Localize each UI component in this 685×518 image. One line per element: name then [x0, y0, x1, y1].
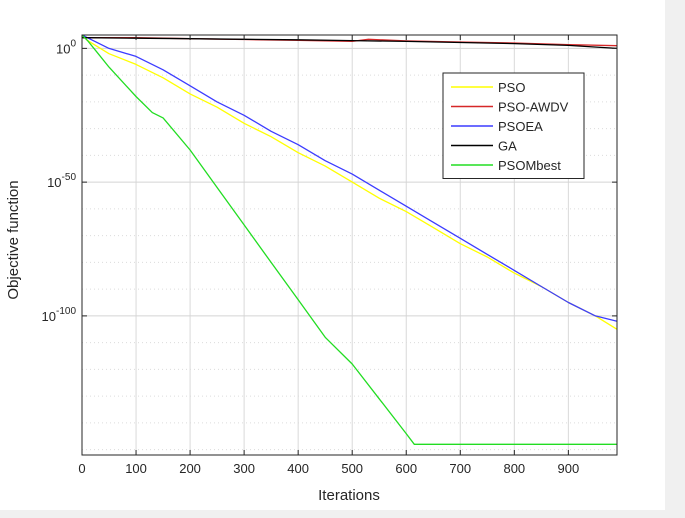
- x-tick-label: 700: [449, 461, 471, 476]
- legend-label: PSO-AWDV: [498, 100, 569, 115]
- y-tick-label: 10-50: [47, 172, 76, 190]
- y-axis: 100 10-50 10-100: [42, 38, 617, 324]
- x-tick-label: 500: [341, 461, 363, 476]
- series-line-psoea: [81, 34, 618, 322]
- x-tick-label: 0: [78, 461, 85, 476]
- legend-label: PSOEA: [498, 119, 543, 134]
- legend-label: PSOMbest: [498, 158, 561, 173]
- x-axis: 0 100 200 300 400 500 600 700 800 900: [78, 35, 579, 476]
- x-tick-label: 100: [125, 461, 147, 476]
- series-group: [81, 34, 618, 445]
- x-tick-label: 800: [503, 461, 525, 476]
- plot-frame: [81, 34, 618, 456]
- series-line-pso: [81, 34, 618, 330]
- series-line-ga: [82, 37, 618, 50]
- x-axis-label: Iterations: [318, 487, 380, 504]
- x-tick-label: 400: [287, 461, 309, 476]
- series-line-psombest: [81, 34, 617, 445]
- y-tick-label: 10-100: [42, 306, 77, 324]
- x-tick-label: 200: [179, 461, 201, 476]
- y-axis-label: Objective function: [5, 180, 22, 299]
- y-tick-label: 100: [56, 38, 76, 56]
- legend: PSO PSO-AWDV PSOEA GA PSOMbest: [442, 72, 585, 179]
- legend-label: PSO: [498, 80, 525, 95]
- legend-label: GA: [498, 139, 517, 154]
- x-tick-label: 600: [395, 461, 417, 476]
- x-tick-label: 300: [233, 461, 255, 476]
- x-tick-label: 900: [558, 461, 580, 476]
